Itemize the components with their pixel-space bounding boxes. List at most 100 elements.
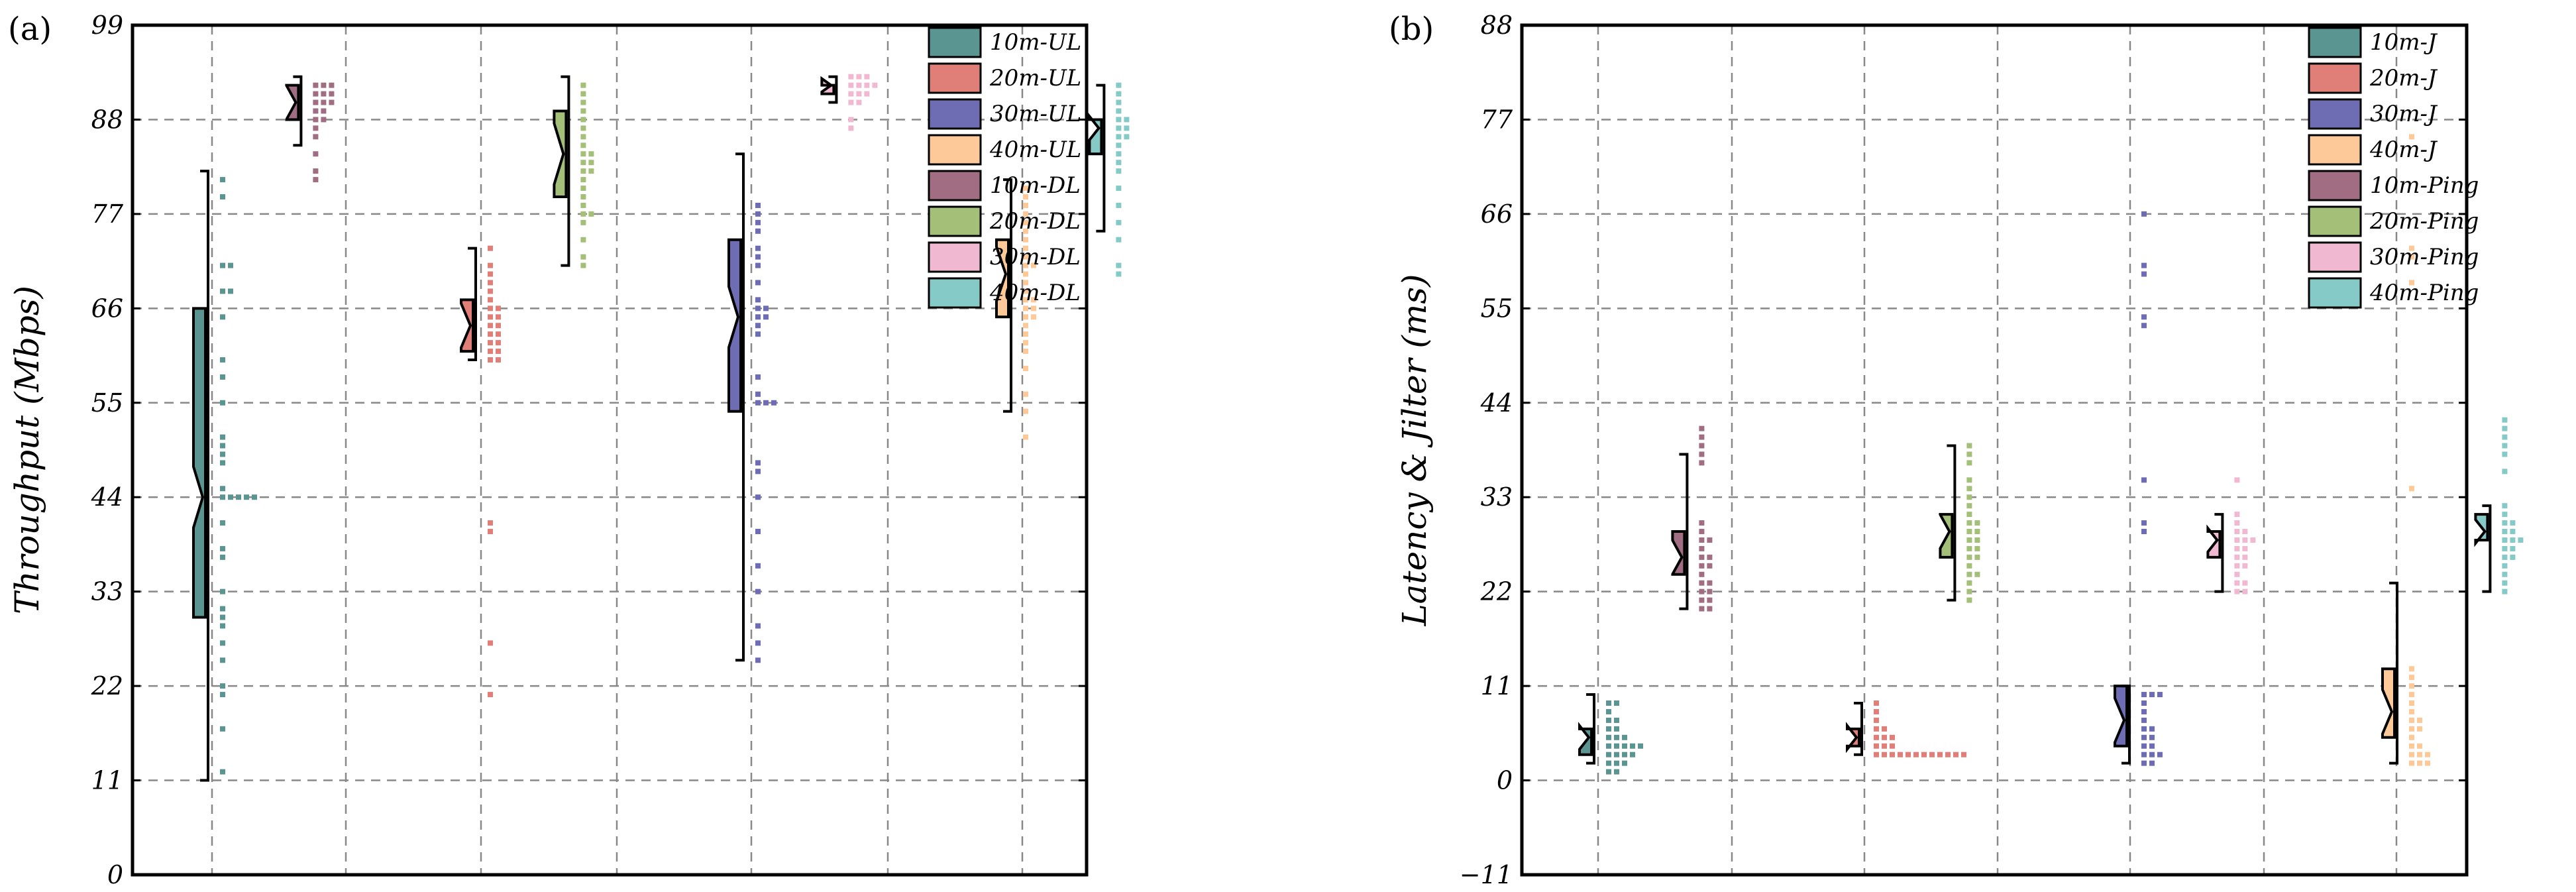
point-30m-UL — [755, 529, 761, 535]
point-40m-UL — [1023, 211, 1028, 217]
point-30m-Ping — [2234, 512, 2240, 518]
point-10m-DL — [321, 108, 327, 114]
point-20m-UL — [496, 357, 501, 363]
point-10m-UL — [220, 194, 225, 199]
point-40m-Ping — [2502, 588, 2508, 594]
point-40m-UL — [1023, 314, 1028, 320]
point-30m-DL — [856, 82, 862, 88]
point-30m-J — [2141, 323, 2147, 329]
point-40m-UL — [1023, 434, 1028, 440]
point-40m-UL — [1023, 228, 1028, 234]
point-30m-UL — [755, 469, 761, 474]
point-40m-Ping — [2502, 443, 2508, 449]
legend-label: 40m-J — [2369, 137, 2438, 163]
point-20m-UL — [488, 288, 493, 294]
point-20m-Ping — [1966, 477, 1972, 483]
point-10m-J — [1606, 769, 1611, 775]
point-20m-J — [1945, 752, 1951, 757]
point-40m-UL — [1023, 288, 1028, 294]
point-20m-DL — [580, 142, 586, 148]
point-30m-Ping — [2242, 537, 2248, 543]
point-10m-UL — [220, 623, 225, 629]
point-20m-J — [1874, 726, 1879, 732]
panel-label: (b) — [1389, 11, 1434, 48]
point-40m-UL — [1023, 297, 1028, 303]
whisker-20m-DL — [561, 75, 570, 267]
point-10m-UL — [220, 640, 225, 646]
point-40m-J — [2409, 675, 2414, 681]
point-10m-Ping — [1699, 425, 1705, 431]
point-40m-UL — [1023, 365, 1028, 371]
point-10m-J — [1606, 743, 1611, 749]
y-tick-label: 0 — [1497, 766, 1513, 795]
point-40m-Ping — [2510, 554, 2516, 560]
point-10m-J — [1606, 700, 1611, 706]
point-30m-J — [2141, 271, 2147, 277]
point-30m-J — [2157, 692, 2163, 698]
point-10m-DL — [321, 99, 327, 105]
point-40m-DL — [1124, 134, 1130, 140]
box-10m-UL — [192, 307, 207, 619]
point-40m-DL — [1116, 117, 1122, 123]
point-40m-UL — [1023, 186, 1028, 192]
legend-label: 30m-UL — [990, 101, 1081, 127]
point-40m-DL — [1116, 108, 1122, 114]
point-10m-J — [1622, 743, 1627, 749]
point-10m-UL — [220, 314, 225, 320]
point-10m-J — [1630, 752, 1635, 757]
point-30m-J — [2141, 708, 2147, 714]
point-20m-UL — [496, 323, 501, 329]
point-10m-DL — [313, 82, 319, 88]
point-20m-DL — [580, 134, 586, 140]
point-10m-UL — [220, 486, 225, 492]
point-30m-J — [2141, 314, 2147, 320]
point-10m-UL — [220, 451, 225, 457]
point-10m-UL — [220, 288, 225, 294]
whisker-40m-DL — [1096, 84, 1106, 233]
point-10m-J — [1622, 752, 1627, 757]
point-10m-DL — [321, 91, 327, 97]
point-10m-Ping — [1707, 563, 1713, 569]
point-10m-UL — [220, 614, 225, 620]
point-30m-Ping — [2234, 563, 2240, 569]
point-20m-Ping — [1966, 588, 1972, 594]
point-30m-Ping — [2234, 545, 2240, 551]
point-10m-J — [1606, 717, 1611, 723]
point-10m-DL — [329, 91, 335, 97]
y-tick-label: 0 — [107, 860, 123, 889]
point-30m-UL — [755, 374, 761, 380]
point-20m-Ping — [1966, 554, 1972, 560]
point-30m-J — [2141, 726, 2147, 732]
point-10m-Ping — [1699, 451, 1705, 457]
point-30m-J — [2141, 692, 2147, 698]
point-30m-J — [2141, 717, 2147, 723]
point-10m-DL — [321, 117, 327, 123]
point-30m-J — [2141, 700, 2147, 706]
point-20m-DL — [580, 168, 586, 174]
panel-a: 0 11 22 33 44 55 66 77 88 99 Throughput (Mbps) (a) 1… — [8, 11, 1130, 889]
box-10m-J — [1578, 722, 1593, 756]
point-30m-UL — [755, 400, 761, 406]
point-40m-Ping — [2518, 537, 2524, 543]
point-40m-J — [2417, 752, 2422, 757]
point-40m-UL — [1023, 331, 1028, 337]
point-30m-Ping — [2234, 580, 2240, 586]
point-40m-J — [2409, 700, 2414, 706]
point-30m-J — [2149, 752, 2155, 757]
point-30m-J — [2149, 743, 2155, 749]
point-10m-J — [1614, 717, 1619, 723]
legend-swatch — [2308, 241, 2362, 273]
point-20m-J — [1882, 734, 1887, 740]
box-10m-DL — [285, 84, 300, 121]
y-tick-label: 77 — [1481, 105, 1513, 134]
point-10m-Ping — [1699, 537, 1705, 543]
point-10m-J — [1606, 708, 1611, 714]
point-10m-DL — [321, 82, 327, 88]
y-tick-label: −11 — [1460, 860, 1513, 889]
point-40m-Ping — [2502, 469, 2508, 474]
point-40m-Ping — [2510, 529, 2516, 535]
point-10m-DL — [329, 82, 335, 88]
legend-swatch — [2308, 205, 2362, 237]
point-30m-DL — [848, 125, 854, 131]
point-20m-DL — [580, 151, 586, 157]
